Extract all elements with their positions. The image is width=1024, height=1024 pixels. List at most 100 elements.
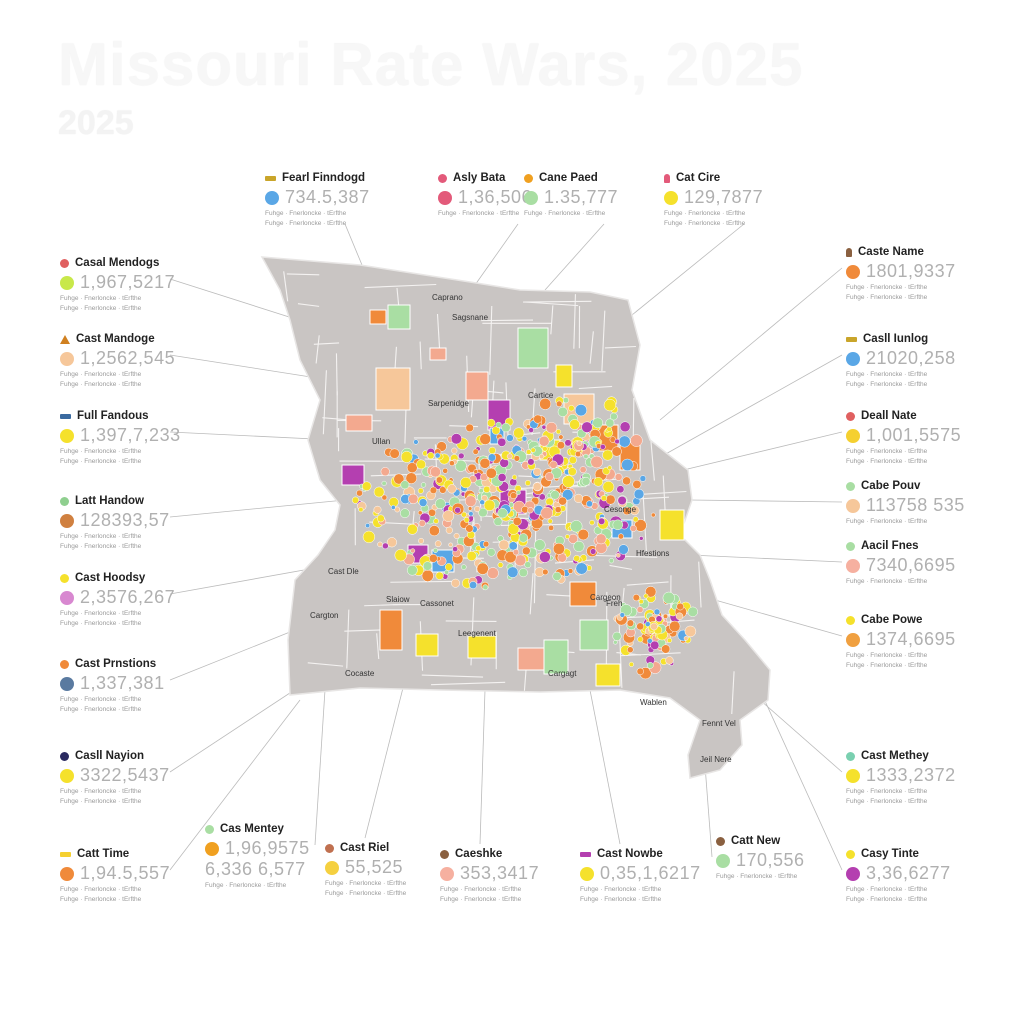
data-point	[556, 400, 563, 407]
callout-label: Cast Mandoge	[76, 333, 155, 345]
callout-11: Catt Time 1,94.5,557 Fuhge · Fnerloncke · …	[60, 848, 220, 904]
data-point	[675, 612, 684, 621]
data-point	[478, 507, 488, 518]
data-point	[545, 472, 554, 482]
leader-line	[169, 699, 301, 871]
data-point	[400, 480, 410, 490]
leader-line	[631, 223, 745, 316]
county-border	[731, 671, 735, 715]
data-point	[380, 467, 390, 477]
person-icon	[846, 247, 852, 257]
data-point	[472, 448, 479, 455]
value-swatch	[60, 676, 74, 691]
data-point	[418, 537, 425, 544]
data-point	[662, 613, 669, 619]
data-point	[684, 625, 697, 638]
data-point	[639, 536, 644, 541]
callout-header: Casy Tinte	[846, 848, 1006, 860]
county-region	[579, 619, 609, 651]
county-border	[698, 561, 702, 608]
data-point	[474, 505, 481, 513]
county-border	[431, 681, 506, 686]
callout-fine-print: Fuhge · Fnerloncke · tErfthe	[438, 210, 520, 217]
data-point	[400, 508, 410, 519]
callout-fine-print: Fuhge · Fnerloncke · tErfthe	[60, 543, 142, 550]
callout-label: Latt Handow	[75, 495, 144, 507]
county-region	[569, 581, 597, 607]
callout-label: Casy Tinte	[861, 848, 919, 860]
callout-fine-print: Fuhge · Fnerloncke · tErfthe	[716, 873, 798, 880]
data-point	[602, 449, 614, 461]
county-border	[618, 615, 623, 688]
data-point	[417, 487, 424, 494]
callout-value: 1374,6695	[866, 629, 956, 649]
callout-3: Cat Cire 129,7877 Fuhge · Fnerloncke · tEr…	[664, 172, 824, 228]
county-border	[307, 662, 344, 667]
value-swatch	[60, 428, 74, 443]
data-point	[562, 475, 575, 488]
map-title: Missouri Rate Wars, 2025	[58, 31, 804, 98]
map-place-labels: Sarpenidge Sagsnane Caprano Ullan Cast Dle Sl…	[310, 293, 736, 764]
value-swatch	[524, 190, 538, 205]
callout-fine-print: Fuhge · Fnerloncke · tErfthe	[205, 882, 287, 889]
data-point	[488, 446, 496, 455]
callout-value: 55,525	[345, 857, 404, 877]
data-point	[466, 551, 477, 561]
county-border	[364, 283, 437, 289]
data-point	[435, 571, 444, 580]
county-region	[375, 367, 411, 411]
callout-value: 113758 535	[866, 495, 965, 515]
data-point	[573, 540, 585, 552]
callout-value: 1,001,5575	[866, 425, 962, 445]
callout-fine-print: Fuhge · Fnerloncke · tErfthe	[265, 210, 347, 217]
callout-fine-print: Fuhge · Fnerloncke · tErfthe	[60, 610, 142, 617]
callout-value: 21020,258	[866, 348, 956, 368]
person-icon	[664, 173, 670, 183]
callout-fine-print: Fuhge · Fnerloncke · tErfthe	[846, 381, 928, 388]
callout-label: Asly Bata	[453, 172, 506, 184]
leader-line	[169, 431, 336, 441]
data-point	[647, 638, 653, 644]
callout-fine-print: Fuhge · Fnerloncke · tErfthe	[846, 788, 928, 795]
value-swatch	[846, 632, 860, 647]
callout-value: 2,3576,267	[80, 587, 176, 607]
data-point	[552, 542, 565, 555]
data-point	[464, 495, 477, 507]
data-point	[538, 453, 545, 460]
data-point	[533, 414, 543, 424]
data-point	[545, 421, 558, 434]
data-point	[393, 473, 405, 485]
data-point	[612, 519, 624, 531]
data-point	[665, 656, 674, 665]
data-point	[573, 493, 584, 503]
data-point	[506, 453, 513, 460]
dot-icon	[60, 659, 69, 669]
leader-line	[544, 223, 605, 291]
county-border	[524, 301, 579, 307]
callout-label: Cast Methey	[861, 750, 929, 762]
data-point	[422, 561, 433, 571]
data-point	[497, 508, 508, 519]
callout-label: Casal Mendogs	[75, 257, 160, 269]
data-point	[528, 427, 534, 433]
callout-value: 7340,6695	[866, 555, 956, 575]
data-point	[448, 542, 453, 548]
callout-label: Deall Nate	[861, 410, 917, 422]
county-border	[376, 633, 380, 660]
data-point	[614, 473, 623, 481]
data-point	[475, 545, 482, 552]
leader-line	[759, 699, 843, 773]
data-point	[418, 498, 428, 507]
data-point	[687, 606, 698, 617]
value-swatch	[846, 264, 860, 279]
data-point	[351, 496, 360, 504]
callout-14: Caeshke 353,3417 Fuhge · Fnerloncke · tErf…	[440, 848, 600, 904]
data-point	[577, 528, 589, 541]
value-swatch	[205, 841, 219, 856]
data-point	[452, 546, 458, 552]
county-border	[346, 609, 350, 669]
callout-header: Cat Cire	[664, 172, 824, 184]
callout-fine-print: Fuhge · Fnerloncke · tErfthe	[846, 798, 928, 805]
data-point	[513, 427, 525, 439]
